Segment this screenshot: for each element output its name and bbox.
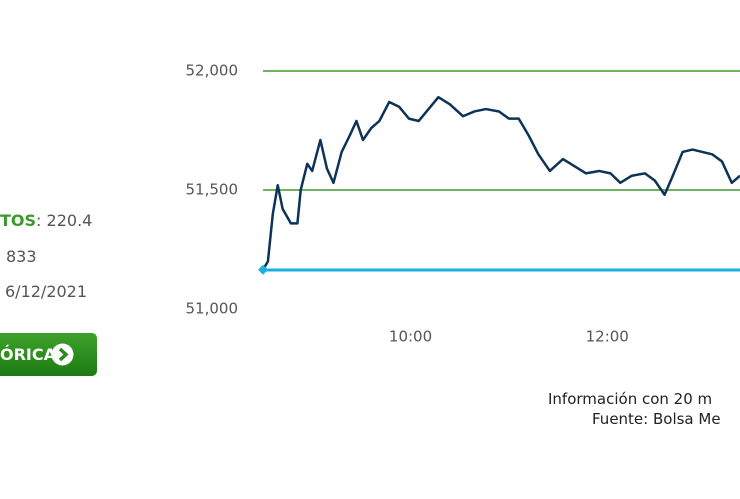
y-tick-label: 51,000 [186, 300, 239, 318]
stat-value: : 220.4 [36, 211, 93, 230]
chart: 51,000 51,500 52,000 10:00 12:00 [186, 62, 740, 346]
x-tick-label: 12:00 [586, 328, 629, 346]
y-tick-label: 51,500 [186, 181, 239, 199]
start-marker [258, 264, 268, 275]
date: 6/12/2021 [5, 282, 88, 301]
history-button[interactable]: ÓRICA [0, 333, 97, 376]
footer-note: Información con 20 m [548, 390, 713, 408]
stat-key: TOS [0, 211, 37, 230]
x-tick-label: 10:00 [389, 328, 432, 346]
button-label: ÓRICA [0, 345, 56, 364]
stat-line: 833 [6, 247, 37, 266]
y-tick-label: 52,000 [186, 62, 239, 80]
stat-line: TOS: 220.4 [0, 211, 92, 230]
arrow-icon [51, 343, 74, 366]
footer-source: Fuente: Bolsa Me [592, 410, 721, 428]
price-line [261, 95, 740, 271]
